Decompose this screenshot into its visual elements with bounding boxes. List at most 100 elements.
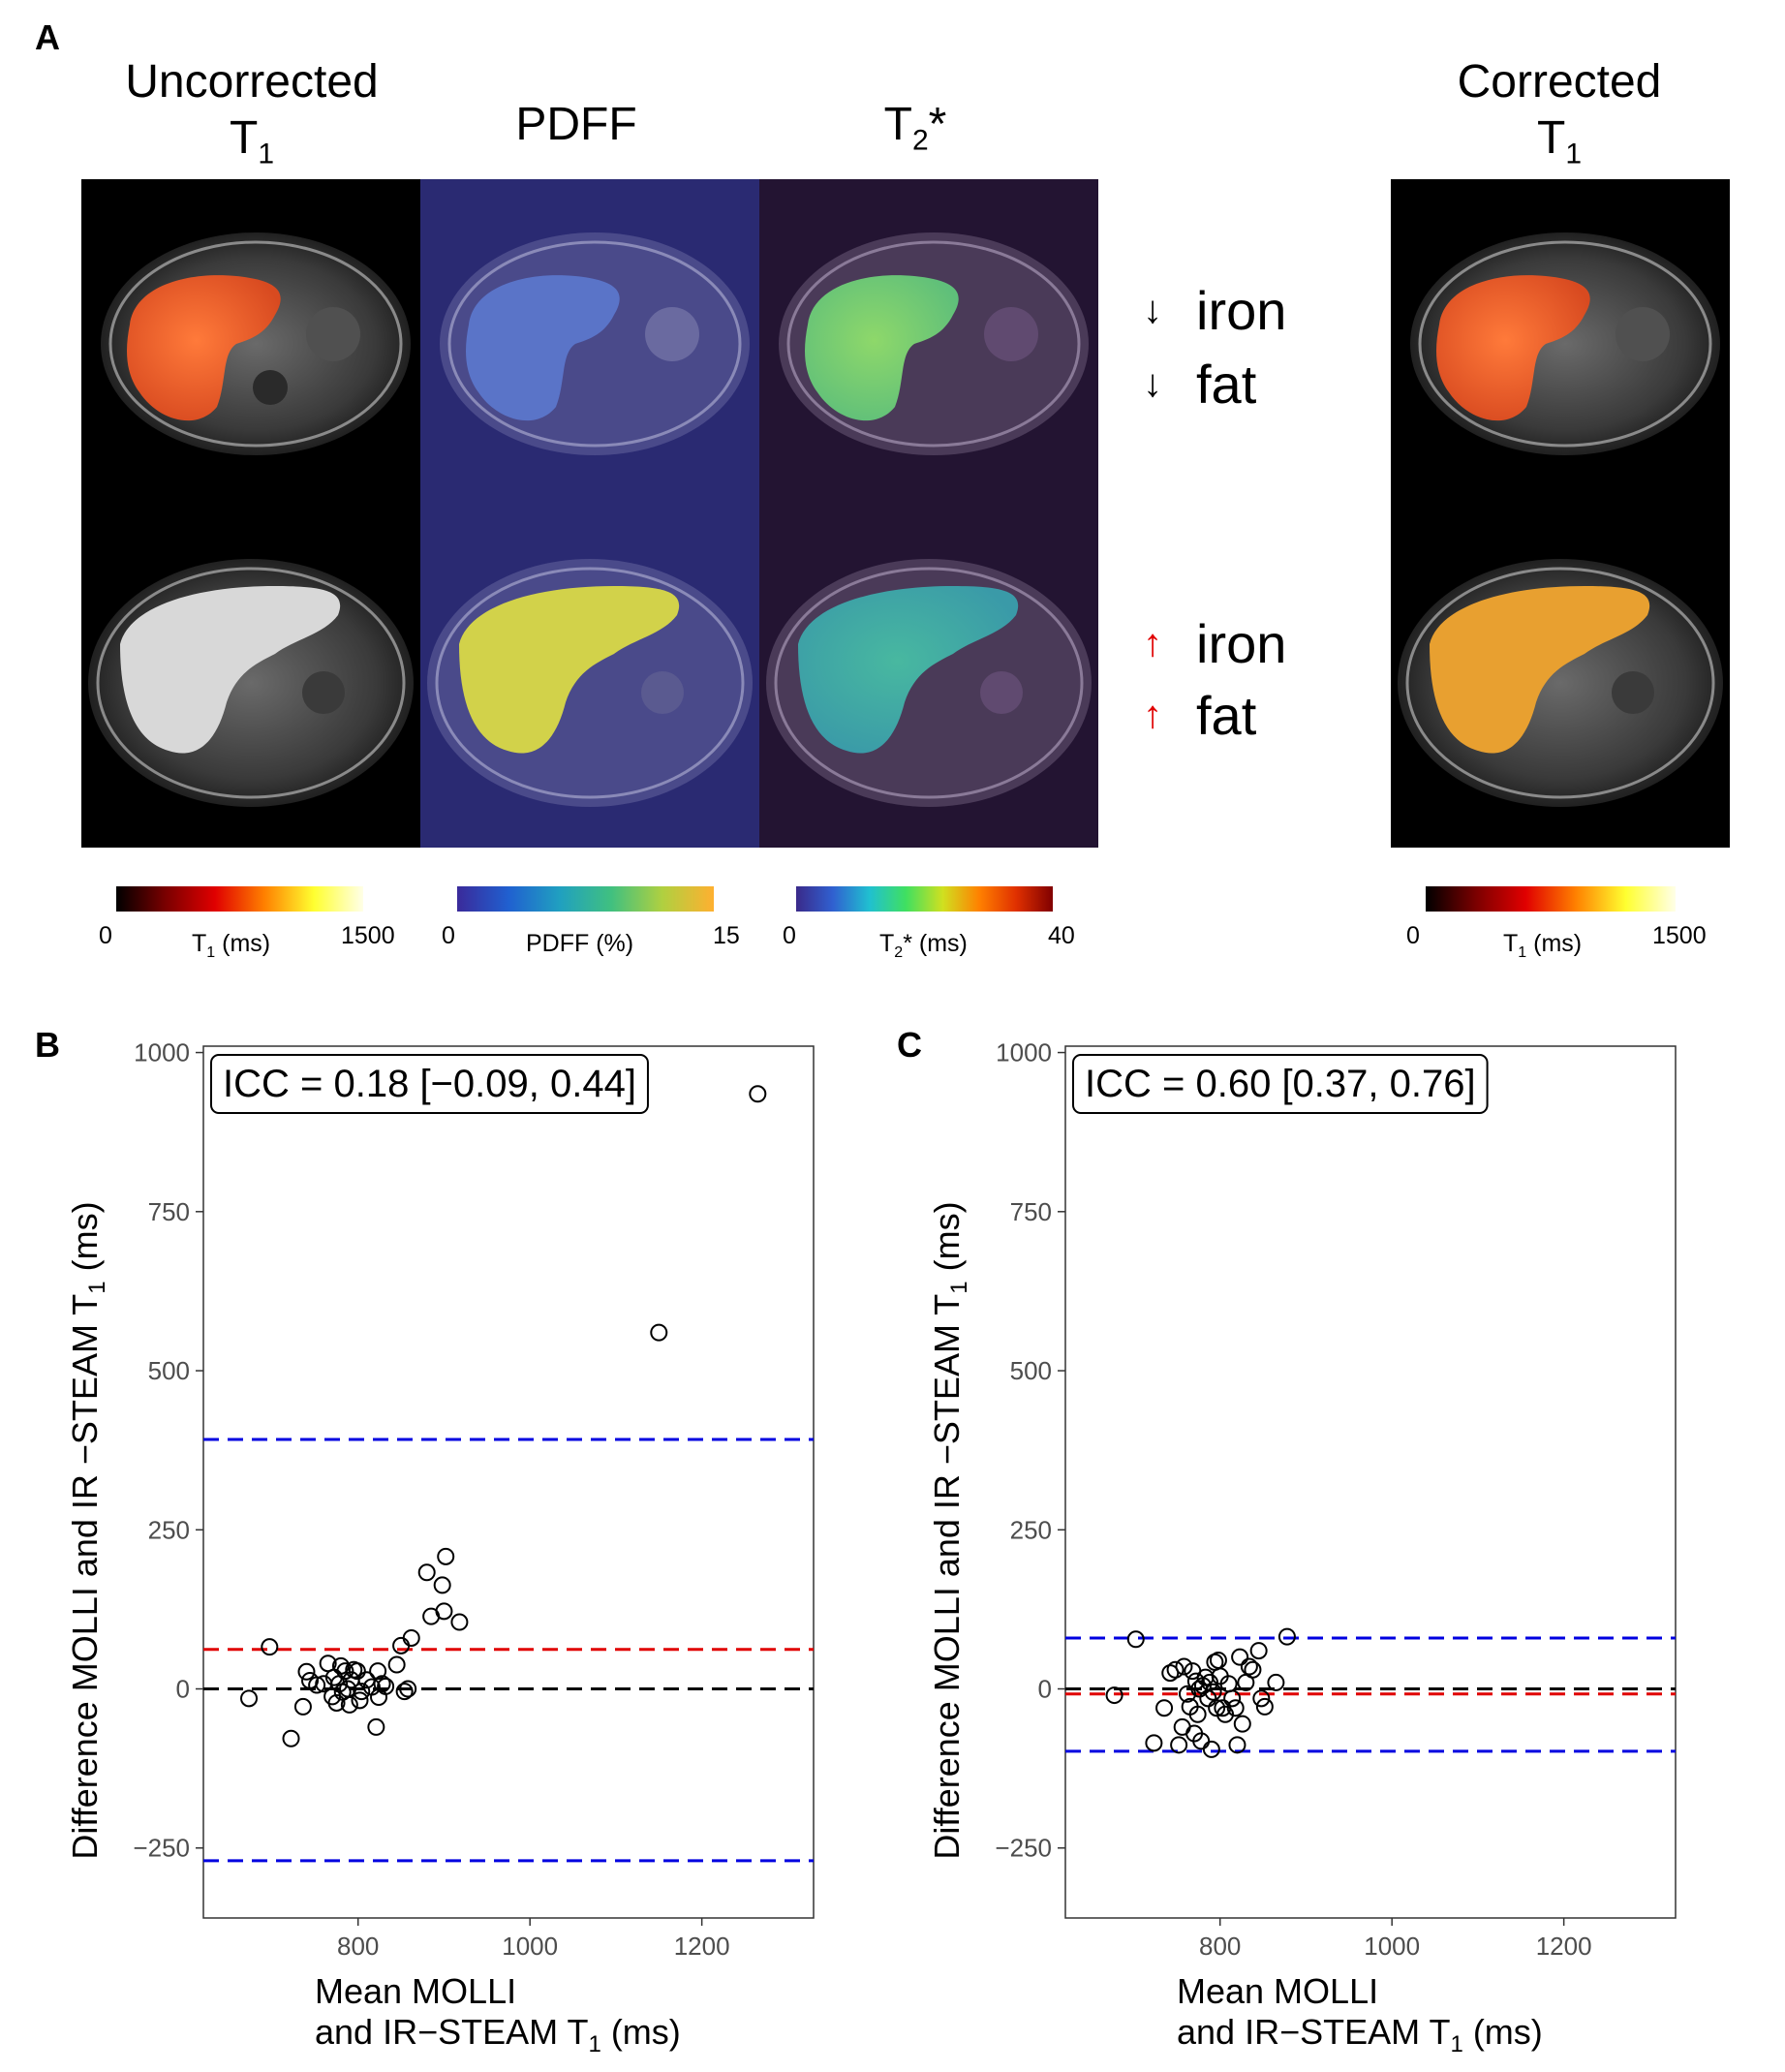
y-tick-label: 1000	[134, 1038, 190, 1067]
data-point	[340, 1695, 358, 1714]
y-tick-label: 250	[148, 1515, 190, 1544]
data-point	[399, 1680, 417, 1698]
data-point	[1255, 1697, 1274, 1716]
data-point	[293, 1697, 312, 1716]
plot-frame	[1064, 1045, 1677, 1919]
cb-t1r-sub: 1	[1518, 944, 1527, 961]
bland-altman-chart-c: 1000 750 500 250 0 −250 800 1000 1200 ICC = 0.60 …	[927, 1038, 1677, 2054]
data-point	[1249, 1642, 1268, 1660]
cb-t2-rest: * (ms)	[903, 930, 968, 957]
y-tick-label: 750	[1010, 1197, 1052, 1226]
up-arrow-icon: ↑	[1143, 622, 1162, 665]
colorbar-pdff-max: 15	[713, 922, 740, 949]
data-point	[369, 1662, 387, 1681]
title-corrected-line1: Corrected	[1457, 56, 1662, 108]
data-point	[331, 1656, 350, 1675]
tile-pdff-low	[420, 179, 759, 513]
cb-t2-sym: T	[879, 930, 895, 957]
colorbar-t2-max: 40	[1048, 922, 1075, 949]
x-tick-label: 1200	[674, 1932, 730, 1961]
x-axis-label-line2: and IR−STEAM T1 (ms)	[1177, 2012, 1543, 2054]
data-point	[387, 1655, 406, 1674]
title-uncorrected-subscript: 1	[258, 138, 274, 170]
tile-uncorrected-t1-high	[81, 513, 420, 848]
data-point	[1105, 1686, 1123, 1705]
annotation-top-fat-text: fat	[1196, 354, 1257, 415]
data-point	[650, 1323, 668, 1342]
data-point	[1170, 1736, 1188, 1754]
panel-b-letter: B	[35, 1025, 60, 1065]
y-tick-label: 250	[1010, 1515, 1052, 1544]
colorbar-pdff-label: PDFF (%)	[526, 930, 634, 957]
colorbar-t1-left-min: 0	[99, 922, 112, 949]
x-axis-label-line1: Mean MOLLI	[1177, 1971, 1378, 2011]
data-point	[336, 1662, 354, 1681]
data-point	[1252, 1689, 1271, 1708]
title-t2-star: *	[928, 99, 947, 150]
colorbar-t1-left	[116, 886, 363, 912]
data-point	[1155, 1699, 1174, 1717]
data-point	[367, 1717, 385, 1736]
x-axis-label-pre: and IR−STEAM T	[315, 2012, 588, 2052]
title-t2star: T2*	[765, 97, 1065, 170]
icc-box	[1072, 1054, 1489, 1114]
data-point	[1244, 1660, 1262, 1679]
y-tick-label: −250	[995, 1834, 1052, 1863]
x-tick-label: 800	[1199, 1932, 1241, 1961]
y-axis-label: Difference MOLLI and IR −STEAM T1 (ms)	[65, 1201, 110, 1859]
data-point	[1145, 1734, 1163, 1752]
y-axis-label-post: (ms)	[927, 1201, 967, 1281]
colorbar-t2-min: 0	[783, 922, 796, 949]
up-arrow-icon: ↑	[1143, 694, 1162, 736]
icc-text: ICC = 0.60 [0.37, 0.76]	[1085, 1063, 1476, 1105]
x-tick-label: 1000	[502, 1932, 558, 1961]
icc-text: ICC = 0.18 [−0.09, 0.44]	[223, 1063, 636, 1105]
title-uncorrected-line1: Uncorrected	[125, 56, 379, 108]
y-axis-label-sub: 1	[84, 1281, 110, 1293]
down-arrow-icon: ↓	[1143, 362, 1162, 405]
y-axis-label-post: (ms)	[65, 1201, 105, 1281]
data-point	[240, 1689, 259, 1708]
x-tick-label: 1200	[1536, 1932, 1592, 1961]
x-axis-label-post: (ms)	[601, 2012, 681, 2052]
x-axis-label-line1: Mean MOLLI	[315, 1971, 516, 2011]
colorbar-t1-right-max: 1500	[1652, 922, 1707, 949]
y-tick-label: 500	[1010, 1356, 1052, 1385]
cb-t1l-sub: 1	[206, 944, 216, 961]
annotation-top-fat: ↓ fat	[1128, 353, 1256, 416]
x-axis-label-pre: and IR−STEAM T	[1177, 2012, 1450, 2052]
title-corrected-symbol: T	[1536, 112, 1566, 164]
y-axis-label-pre: Difference MOLLI and IR −STEAM T	[927, 1294, 967, 1860]
colorbar-pdff-min: 0	[442, 922, 455, 949]
colorbar-t2star	[796, 886, 1053, 912]
data-point	[1277, 1627, 1296, 1646]
y-tick-label: −250	[133, 1834, 190, 1863]
data-point	[1166, 1660, 1185, 1679]
data-point	[1204, 1683, 1222, 1701]
colorbar-t1-left-label: T1 (ms)	[192, 930, 270, 962]
colorbar-t1-left-max: 1500	[341, 922, 395, 949]
cb-t2-sub: 2	[894, 944, 904, 961]
data-point	[373, 1675, 391, 1693]
data-point	[297, 1662, 316, 1681]
data-point	[348, 1662, 366, 1681]
annotation-bottom-fat-text: fat	[1196, 685, 1257, 746]
data-point	[433, 1576, 451, 1594]
data-point	[1223, 1689, 1242, 1708]
tile-pdff-high	[420, 513, 759, 848]
title-t2-symbol: T	[883, 99, 912, 150]
title-uncorrected-t1: Uncorrected T1	[77, 54, 426, 183]
x-axis-label-post: (ms)	[1463, 2012, 1543, 2052]
icc-box	[210, 1054, 649, 1114]
colorbar-t2-label: T2* (ms)	[879, 930, 968, 962]
y-tick-label: 0	[176, 1675, 190, 1704]
bland-altman-chart-b: 1000 750 500 250 0 −250 800 1000 1200 ICC = 0.18 …	[65, 1038, 815, 2054]
annotation-top-iron-text: iron	[1196, 280, 1287, 341]
data-point	[1126, 1630, 1145, 1649]
y-tick-label: 0	[1038, 1675, 1052, 1704]
tile-uncorrected-t1-low	[81, 179, 420, 513]
title-t2-subscript: 2	[911, 124, 929, 157]
data-point	[1179, 1685, 1196, 1703]
tile-t2star-low	[759, 179, 1098, 513]
mri-image-grid	[81, 179, 1730, 848]
